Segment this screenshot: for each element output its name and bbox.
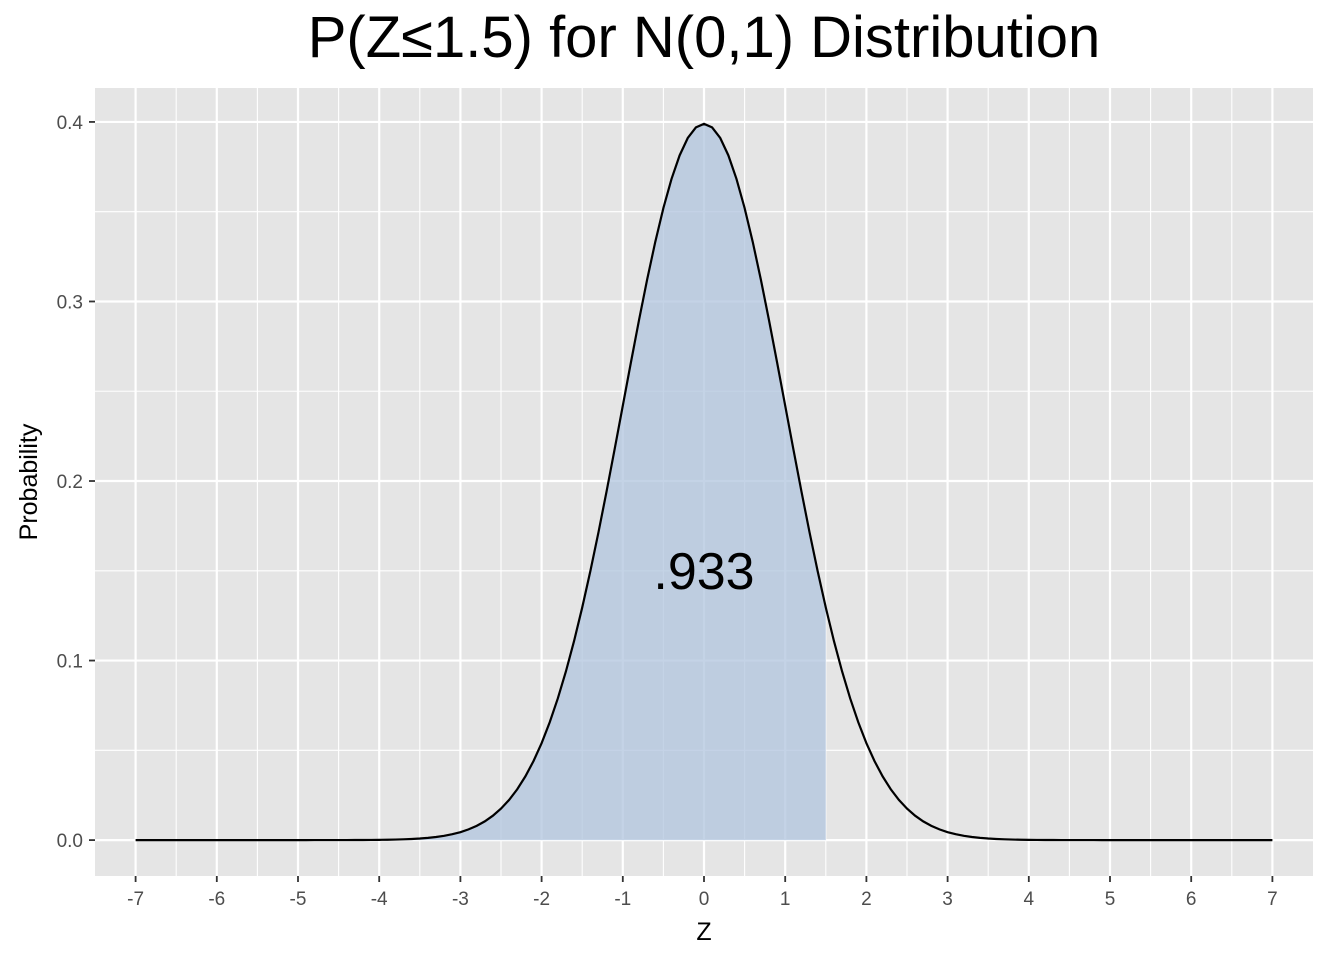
y-axis-title: Probability bbox=[15, 423, 43, 540]
x-tick-label: -3 bbox=[452, 889, 469, 910]
x-tick-label: 1 bbox=[780, 889, 791, 910]
x-tick-label: 6 bbox=[1186, 889, 1197, 910]
probability-annotation: .933 bbox=[653, 543, 754, 601]
x-tick-label: -6 bbox=[208, 889, 225, 910]
x-tick-label: 3 bbox=[942, 889, 953, 910]
x-tick-label: 5 bbox=[1105, 889, 1116, 910]
x-tick-label: -2 bbox=[533, 889, 550, 910]
chart-title: P(Z≤1.5) for N(0,1) Distribution bbox=[307, 5, 1101, 70]
shaded-probability-area bbox=[135, 123, 826, 841]
x-axis-title: Z bbox=[696, 918, 711, 946]
x-tick-label: -1 bbox=[614, 889, 631, 910]
x-tick-label: 7 bbox=[1267, 889, 1278, 910]
y-tick-label: 0.1 bbox=[57, 652, 83, 673]
x-tick-label: 4 bbox=[1024, 889, 1035, 910]
x-tick-label: 0 bbox=[699, 889, 710, 910]
density-curve bbox=[135, 122, 1273, 842]
y-tick-label: 0.2 bbox=[57, 472, 83, 493]
y-tick-label: 0.0 bbox=[57, 831, 83, 852]
axis-ticks: -7 -6 -5 -4 -3 -2 -1 0 1 2 3 4 5 6 7 0.0 0.1 0.2 0.3 0.4 bbox=[57, 113, 1278, 910]
x-tick-label: -7 bbox=[127, 889, 144, 910]
x-tick-label: 2 bbox=[861, 889, 872, 910]
y-tick-label: 0.3 bbox=[57, 292, 83, 313]
x-tick-label: -4 bbox=[371, 889, 388, 910]
x-tick-label: -5 bbox=[290, 889, 307, 910]
y-tick-label: 0.4 bbox=[57, 113, 84, 134]
